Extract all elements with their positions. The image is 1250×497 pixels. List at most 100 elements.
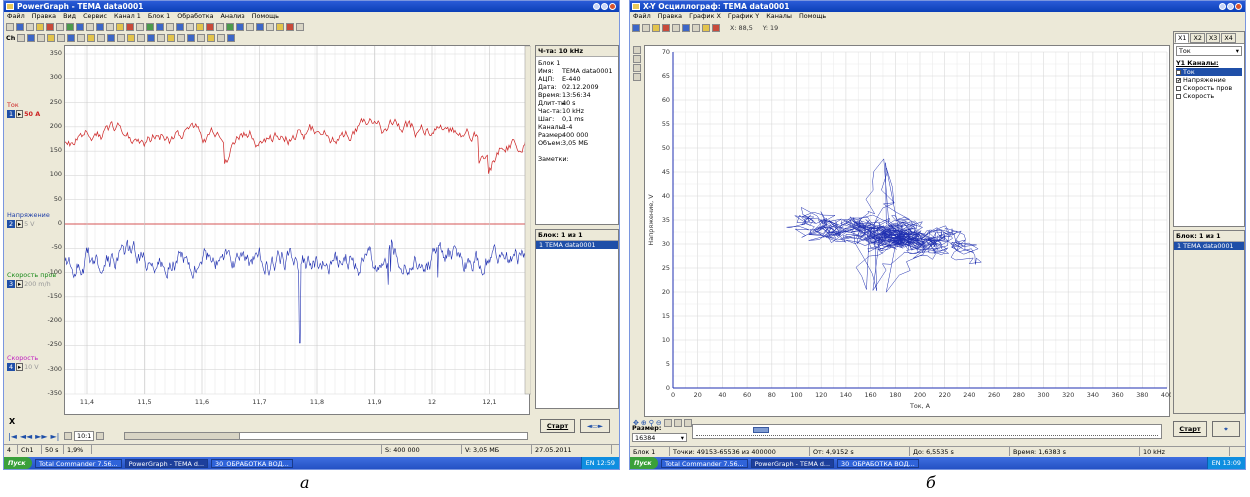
toolbar-button-icon[interactable]	[6, 22, 14, 31]
toolbar-button-icon[interactable]	[216, 22, 224, 31]
record-icon[interactable]: ◄▭►	[580, 419, 610, 433]
toolbar-button-icon[interactable]	[652, 24, 660, 32]
checkbox-icon[interactable]	[1176, 93, 1181, 99]
menu-file[interactable]: Файл	[633, 12, 651, 20]
zoom-icon[interactable]: ⊕	[640, 419, 647, 427]
toolbar-button-icon[interactable]	[266, 22, 274, 31]
toolbar-button-icon[interactable]	[206, 22, 214, 31]
arrow-up-icon[interactable]	[663, 419, 672, 427]
menu-channel[interactable]: Канал 1	[114, 12, 141, 20]
toolbar-button-icon[interactable]	[156, 22, 164, 31]
chevron-right-icon[interactable]: ▸	[16, 280, 24, 288]
y-channel-item[interactable]: Скорость пров	[1176, 84, 1242, 92]
toolbar-button-icon[interactable]	[197, 33, 206, 42]
first-icon[interactable]: |◄	[8, 432, 17, 441]
toolbar-button-icon[interactable]	[127, 33, 136, 42]
channel-selector[interactable]: 2 ▸ 5 V	[7, 220, 35, 228]
task-total-commander[interactable]: Total Commander 7.56...	[661, 458, 748, 468]
tab-x1[interactable]: X1	[1175, 33, 1190, 43]
expand-icon[interactable]	[633, 73, 641, 81]
record-icon[interactable]: ⌖	[1212, 421, 1240, 437]
zoom-value[interactable]: 10:1	[74, 431, 95, 441]
block-list-item[interactable]: 1 TEMA data0001	[536, 241, 618, 249]
toolbar-button-icon[interactable]	[217, 33, 226, 42]
toolbar-button-icon[interactable]	[77, 33, 86, 42]
close-button[interactable]	[609, 3, 616, 10]
toolbar-button-icon[interactable]	[46, 22, 54, 31]
frequency-label[interactable]: Ч-та: 10 kHz	[536, 46, 618, 57]
toolbar-button-icon[interactable]	[702, 24, 710, 32]
binoculars-icon[interactable]: ⚲	[648, 419, 654, 427]
expand-icon[interactable]	[633, 64, 641, 72]
toolbar-button-icon[interactable]	[256, 22, 264, 31]
slider-thumb[interactable]	[753, 427, 769, 433]
toolbar-button-icon[interactable]	[682, 24, 690, 32]
toolbar-button-icon[interactable]	[66, 22, 74, 31]
toolbar-button-icon[interactable]	[166, 22, 174, 31]
chevron-right-icon[interactable]: ▸	[16, 363, 24, 371]
toolbar-button-icon[interactable]	[286, 22, 294, 31]
channel-selector[interactable]: 4 ▸ 10 V	[7, 363, 39, 371]
channel-dropdown[interactable]: Ch	[6, 33, 16, 42]
toolbar-button-icon[interactable]	[96, 22, 104, 31]
toolbar-button-icon[interactable]	[177, 33, 186, 42]
maximize-button[interactable]	[601, 3, 608, 10]
oscillogram-plot[interactable]: 11,4 11,5 11,6 11,7 11,8 11,9 12 12,1	[64, 45, 531, 415]
toolbar-button-icon[interactable]	[187, 33, 196, 42]
toolbar-button-icon[interactable]	[36, 22, 44, 31]
menu-file[interactable]: Файл	[7, 12, 25, 20]
toolbar-button-icon[interactable]	[207, 33, 216, 42]
toolbar-button-icon[interactable]	[16, 22, 24, 31]
toolbar-button-icon[interactable]	[117, 33, 126, 42]
menu-view[interactable]: Вид	[63, 12, 77, 20]
tab-x3[interactable]: X3	[1205, 33, 1221, 43]
toolbar-button-icon[interactable]	[56, 22, 64, 31]
menu-graph-x[interactable]: График X	[689, 12, 721, 20]
channel-selector[interactable]: 3 ▸ 200 m/h	[7, 280, 51, 288]
menu-help[interactable]: Помощь	[798, 12, 827, 20]
toolbar-button-icon[interactable]	[186, 22, 194, 31]
start-menu-button[interactable]: Пуск	[4, 457, 32, 469]
close-button[interactable]	[1235, 3, 1242, 10]
position-slider[interactable]	[692, 424, 1162, 439]
toolbar-button-icon[interactable]	[196, 22, 204, 31]
toolbar-button-icon[interactable]	[692, 24, 700, 32]
arrow-left-icon[interactable]	[683, 419, 692, 427]
toolbar-button-icon[interactable]	[296, 22, 304, 31]
task-total-commander[interactable]: Total Commander 7.56...	[35, 458, 122, 468]
menu-edit[interactable]: Правка	[657, 12, 683, 20]
maximize-button[interactable]	[1227, 3, 1234, 10]
channel-selector[interactable]: 1 ▸ 50 A	[7, 110, 40, 118]
toolbar-button-icon[interactable]	[116, 22, 124, 31]
tab-x2[interactable]: X2	[1190, 33, 1205, 43]
minimize-button[interactable]	[1219, 3, 1226, 10]
language-indicator[interactable]: EN	[585, 459, 595, 467]
toolbar-button-icon[interactable]	[157, 33, 166, 42]
zoom-out-icon[interactable]	[64, 432, 72, 440]
scrollbar-thumb[interactable]	[125, 433, 240, 439]
toolbar-button-icon[interactable]	[86, 22, 94, 31]
xy-plot[interactable]: 0 20 40 60 80 100 120 140 160 180 200 220 240 260 280 3…	[644, 45, 1171, 417]
chevron-right-icon[interactable]: ▸	[16, 110, 24, 118]
toolbar-button-icon[interactable]	[176, 22, 184, 31]
toolbar-button-icon[interactable]	[662, 24, 670, 32]
y-channel-item[interactable]: ✔ Напряжение	[1176, 76, 1242, 84]
menu-graph-y[interactable]: График Y	[727, 12, 760, 20]
toolbar-button-icon[interactable]	[246, 22, 254, 31]
chevron-right-icon[interactable]: ▸	[16, 220, 24, 228]
checkbox-icon[interactable]	[1176, 69, 1181, 75]
task-powergraph[interactable]: PowerGraph - TEMA d...	[750, 458, 835, 468]
toolbar-button-icon[interactable]	[167, 33, 176, 42]
zoom-in-icon[interactable]	[96, 432, 105, 440]
toolbar-button-icon[interactable]	[106, 22, 114, 31]
toolbar-button-icon[interactable]	[276, 22, 284, 31]
x-channel-select[interactable]: Ток ▾	[1176, 46, 1242, 56]
start-button[interactable]: Старт	[540, 419, 575, 433]
forward-icon[interactable]: ►►	[35, 432, 48, 441]
start-button[interactable]: Старт	[1173, 421, 1207, 437]
menu-analysis[interactable]: Анализ	[220, 12, 245, 20]
toolbar-button-icon[interactable]	[107, 33, 116, 42]
last-icon[interactable]: ►|	[50, 432, 60, 441]
menu-channels[interactable]: Каналы	[766, 12, 792, 20]
y-channel-item[interactable]: Ток	[1176, 68, 1242, 76]
